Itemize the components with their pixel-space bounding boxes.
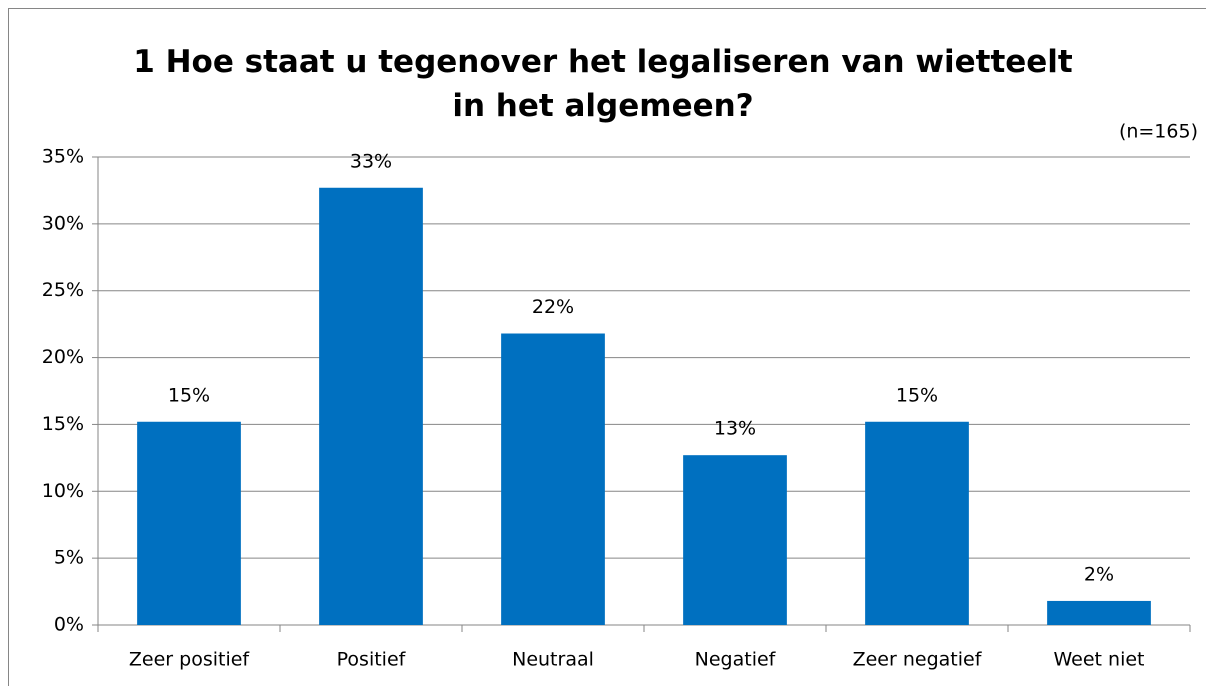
x-tick-label: Weet niet — [1053, 649, 1144, 671]
x-tick-label: Negatief — [695, 649, 777, 671]
data-label: 15% — [896, 384, 938, 406]
annotation: (n=165) — [1119, 121, 1198, 143]
y-tick-label: 10% — [42, 480, 84, 502]
y-tick-label: 25% — [42, 279, 84, 301]
chart-border — [8, 8, 1206, 686]
x-tick-label: Positief — [337, 649, 407, 671]
y-tick-label: 35% — [42, 146, 84, 168]
bar — [501, 333, 605, 625]
data-label: 2% — [1084, 563, 1114, 585]
y-tick-label: 0% — [54, 614, 84, 636]
x-tick-label: Zeer positief — [129, 649, 251, 671]
x-tick-label: Zeer negatief — [853, 649, 983, 671]
y-tick-label: 30% — [42, 212, 84, 234]
bar — [319, 187, 423, 626]
bar — [1047, 600, 1151, 625]
y-tick-label: 5% — [54, 547, 84, 569]
data-label: 13% — [714, 418, 756, 440]
y-tick-label: 15% — [42, 413, 84, 435]
bar — [137, 421, 241, 625]
data-label: 22% — [532, 296, 574, 318]
y-tick-label: 20% — [42, 346, 84, 368]
bar — [683, 455, 787, 625]
data-label: 15% — [168, 384, 210, 406]
data-label: 33% — [350, 150, 392, 172]
chart-title: 1 Hoe staat u tegenover het legaliseren … — [133, 44, 1073, 124]
x-tick-label: Neutraal — [512, 649, 594, 671]
bar — [865, 421, 969, 625]
